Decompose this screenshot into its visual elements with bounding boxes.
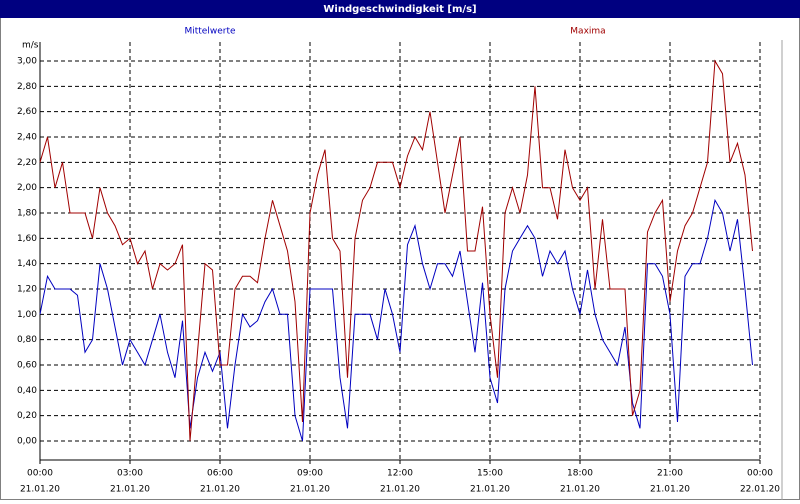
y-tick-label: 2,80 [17, 82, 37, 92]
x-tick-date: 21.01.20 [560, 485, 600, 495]
x-tick-date: 21.01.20 [20, 485, 60, 495]
y-tick-label: 2,20 [17, 158, 37, 168]
x-tick-label: 06:00 [207, 469, 233, 479]
y-tick-label: 2,00 [17, 183, 37, 193]
y-tick-label: 1,40 [17, 259, 37, 269]
x-tick-label: 09:00 [297, 469, 323, 479]
x-tick-date: 21.01.20 [110, 485, 150, 495]
chart-title: Windgeschwindigkeit [m/s] [323, 4, 476, 15]
legend-label: Mittelwerte [184, 27, 235, 37]
x-tick-date: 21.01.20 [380, 485, 420, 495]
y-tick-label: 0,40 [17, 386, 37, 396]
series-line [39, 198, 753, 442]
y-tick-label: 0,80 [17, 335, 37, 345]
x-tick-date: 21.01.20 [290, 485, 330, 495]
series-line [39, 59, 753, 442]
y-tick-label: 0,60 [17, 361, 37, 371]
y-unit: m/s [22, 41, 39, 51]
x-tick-date: 21.01.20 [200, 485, 240, 495]
x-tick-label: 12:00 [387, 469, 413, 479]
x-tick-date: 21.01.20 [470, 485, 510, 495]
y-tick-label: 2,40 [17, 133, 37, 143]
x-tick-label: 03:00 [117, 469, 143, 479]
y-tick-label: 2,60 [17, 107, 37, 117]
y-tick-label: 1,60 [17, 234, 37, 244]
x-tick-label: 00:00 [27, 469, 53, 479]
x-tick-date: 21.01.20 [650, 485, 690, 495]
legend-label: Maxima [570, 27, 605, 37]
y-tick-label: 0,20 [17, 411, 37, 421]
x-tick-label: 18:00 [567, 469, 593, 479]
x-tick-label: 21:00 [657, 469, 683, 479]
y-tick-label: 0,00 [17, 437, 37, 447]
title-bar [0, 0, 800, 18]
x-tick-label: 00:00 [747, 469, 773, 479]
y-tick-label: 1,00 [17, 310, 37, 320]
x-tick-date: 22.01.20 [740, 485, 780, 495]
y-tick-label: 3,00 [17, 57, 37, 67]
y-tick-label: 1,20 [17, 285, 37, 295]
x-tick-label: 15:00 [477, 469, 503, 479]
y-tick-label: 1,80 [17, 209, 37, 219]
